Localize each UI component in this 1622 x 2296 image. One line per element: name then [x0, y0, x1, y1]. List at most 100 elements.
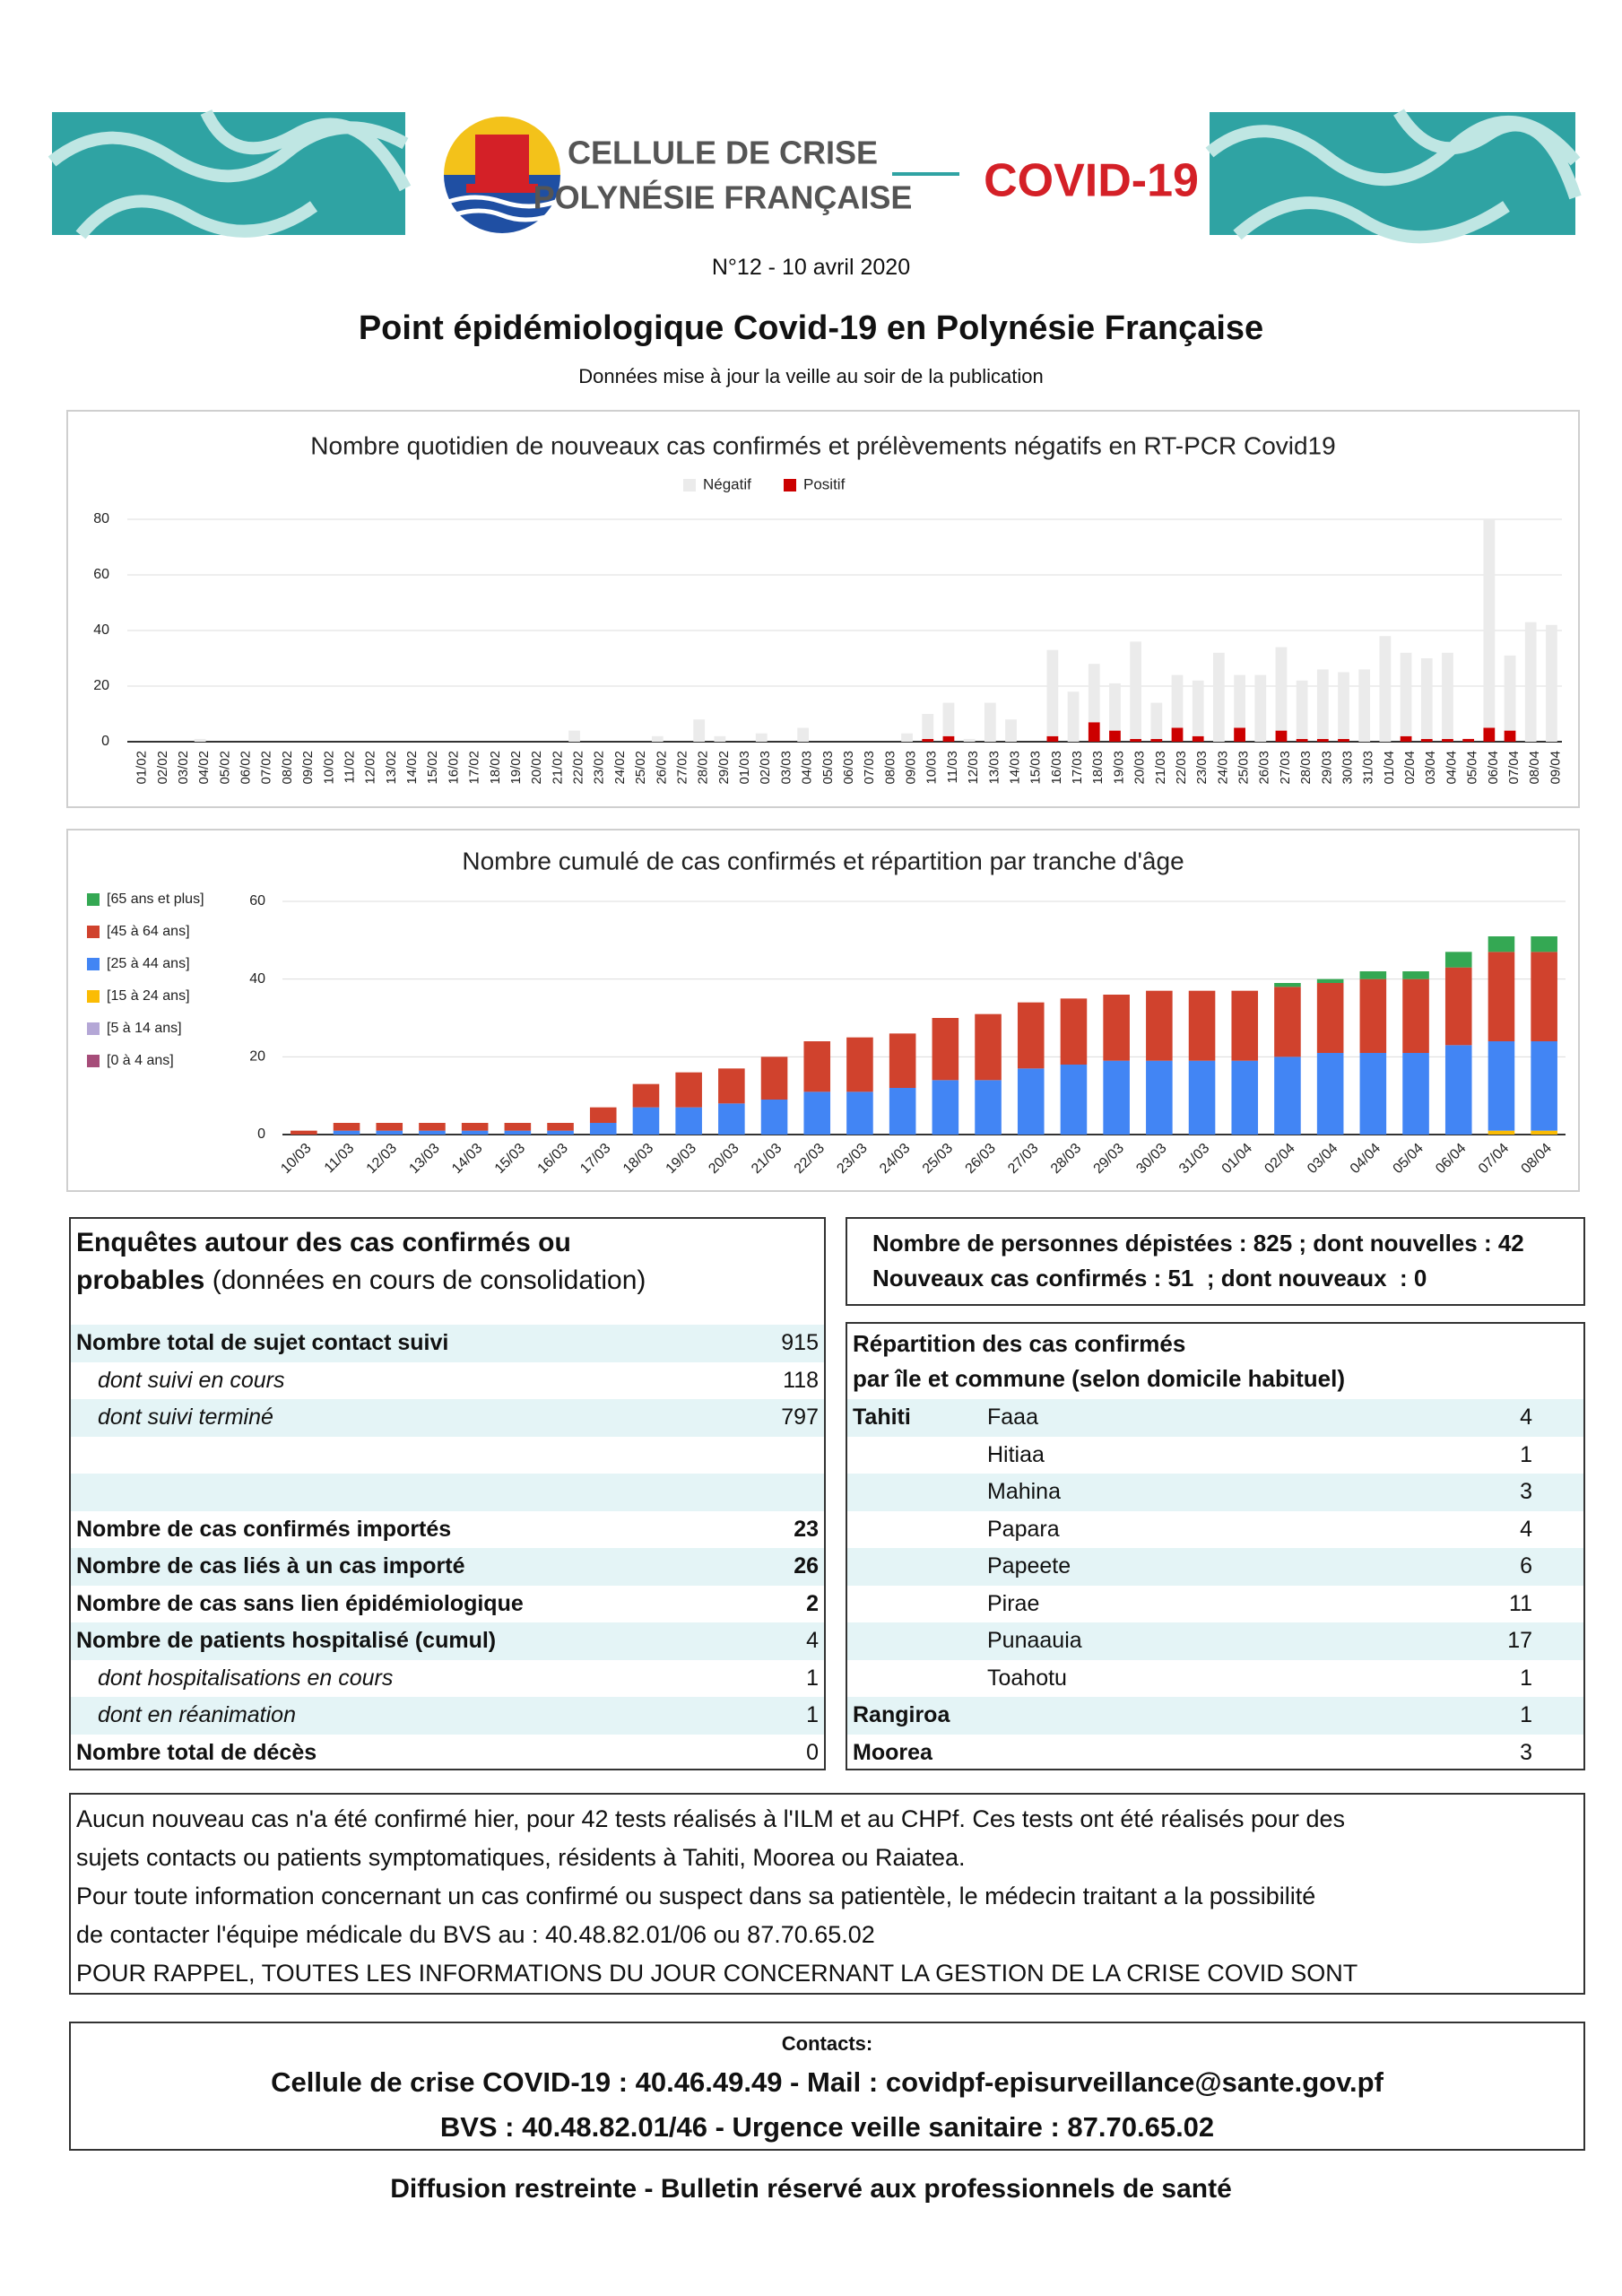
x-tick-label: 18/03 [620, 1141, 656, 1177]
bar-segment [1316, 1053, 1344, 1135]
x-tick-label: 09/04 [1548, 751, 1563, 785]
table-note: (données en cours de consolidation) [212, 1265, 646, 1295]
commune-name: Pirae [987, 1590, 1040, 1616]
table-row [71, 1474, 824, 1511]
island-name: Moorea [853, 1739, 932, 1765]
x-tick-label: 26/03 [963, 1141, 999, 1177]
legend-label: [15 à 24 ans] [107, 988, 190, 1004]
table-row: dont suivi en cours 118 [71, 1362, 824, 1400]
bar-segment [1060, 998, 1088, 1065]
legend-label: [0 à 4 ans] [107, 1053, 174, 1068]
title: Point épidémiologique Covid-19 en Polyné… [358, 309, 1264, 347]
case-count: 3 [1520, 1479, 1532, 1504]
bar-segment [419, 1130, 446, 1135]
bar-segment [1316, 983, 1344, 1053]
x-tick-label: 27/02 [674, 751, 690, 785]
table-row: Tahiti Faaa 4 [847, 1399, 1583, 1437]
x-tick-label: 19/03 [1111, 751, 1126, 785]
x-tick-label: 14/03 [1007, 751, 1022, 785]
bar-segment [760, 1057, 788, 1100]
bar-segment [1546, 624, 1557, 742]
bar-segment [1442, 652, 1453, 739]
row-value: 1 [806, 1665, 819, 1691]
bar-segment [1109, 683, 1121, 731]
x-tick-label: 11/03 [945, 751, 960, 783]
bar-segment [675, 1072, 702, 1108]
contact-line: BVS : 40.48.82.01/46 - Urgence veille sa… [439, 2111, 1215, 2143]
x-tick-label: 16/03 [535, 1141, 571, 1177]
bar-segment [1296, 738, 1308, 742]
bar-segment [1109, 730, 1121, 742]
table-row: Hitiaa 1 [847, 1437, 1583, 1474]
commune-name: Papeete [987, 1553, 1071, 1578]
table-row: Nombre total de sujet contact suivi 915 [71, 1325, 824, 1362]
x-tick-label: 21/03 [749, 1141, 785, 1177]
table-row: Nombre de cas sans lien épidémiologique 2 [71, 1586, 824, 1623]
table-row: Nombre de cas liés à un cas importé 26 [71, 1548, 824, 1586]
x-tick-label: 06/02 [239, 751, 254, 785]
x-tick-label: 20/03 [706, 1141, 742, 1177]
bar-segment [932, 1018, 959, 1081]
row-label: dont suivi en cours [98, 1367, 285, 1393]
x-tick-label: 07/02 [259, 751, 274, 785]
bar-segment [568, 730, 580, 742]
bar-segment [1213, 652, 1225, 742]
bar-segment [846, 1037, 873, 1092]
bar-segment [1531, 1130, 1557, 1135]
x-tick-label: 14/03 [449, 1141, 485, 1177]
logo [444, 117, 560, 233]
bar-segment [755, 733, 768, 742]
x-tick-label: 20/03 [1132, 751, 1148, 785]
x-tick-label: 27/03 [1278, 751, 1293, 785]
x-tick-label: 05/04 [1465, 751, 1480, 785]
bar-segment [632, 1083, 660, 1108]
bar-segment [194, 738, 206, 742]
bar-segment [1296, 680, 1308, 739]
contacts-box: Contacts: Cellule de crise COVID-19 : 40… [69, 2022, 1585, 2151]
case-count: 1 [1520, 1702, 1532, 1727]
row-value: 2 [806, 1590, 819, 1616]
x-tick-label: 05/02 [217, 751, 232, 785]
row-value: 23 [794, 1516, 819, 1542]
badge: COVID-19 [984, 155, 1199, 207]
row-label: dont hospitalisations en cours [98, 1665, 394, 1691]
commune-name: Papara [987, 1516, 1060, 1542]
bar-segment [975, 1080, 1002, 1135]
bar-segment [1275, 647, 1288, 731]
bar-segment [714, 735, 726, 742]
note-line: sujets contacts ou patients symptomatiqu… [76, 1844, 966, 1871]
legend-swatch [87, 893, 100, 906]
bar-segment [984, 702, 996, 742]
x-tick-label: 01/03 [737, 751, 752, 785]
x-tick-label: 11/02 [342, 751, 357, 783]
x-tick-label: 19/03 [664, 1141, 699, 1177]
bar-segment [1444, 967, 1472, 1046]
bar-segment [932, 1080, 959, 1135]
bar-segment [1188, 990, 1216, 1061]
bar-segment [1316, 978, 1344, 983]
x-tick-label: 22/03 [1174, 751, 1189, 785]
bar-segment [675, 1107, 702, 1135]
bar-segment [1358, 669, 1371, 742]
row-label: Nombre de cas sans lien épidémiologique [76, 1590, 524, 1616]
note-line: Pour toute information concernant un cas… [76, 1883, 1316, 1909]
x-tick-label: 06/04 [1433, 1141, 1469, 1177]
bar-segment [1067, 691, 1080, 742]
bar-segment [1234, 727, 1245, 742]
row-value: 797 [781, 1405, 819, 1430]
x-tick-label: 06/04 [1486, 751, 1501, 785]
case-count: 4 [1520, 1405, 1532, 1430]
x-tick-label: 02/04 [1402, 751, 1418, 785]
table-row: Nombre total de décès 0 [71, 1735, 824, 1772]
bar-segment [461, 1130, 489, 1135]
x-tick-label: 07/03 [862, 751, 877, 785]
legend-swatch [87, 990, 100, 1003]
legend-label: Positif [803, 475, 846, 492]
bar-segment [589, 1107, 617, 1123]
x-tick-label: 06/03 [841, 751, 856, 785]
x-tick-label: 26/02 [654, 751, 669, 785]
bar-segment [901, 733, 913, 742]
x-tick-label: 25/02 [633, 751, 648, 785]
y-tick-label: 40 [93, 622, 109, 638]
bar-segment [419, 1123, 446, 1131]
